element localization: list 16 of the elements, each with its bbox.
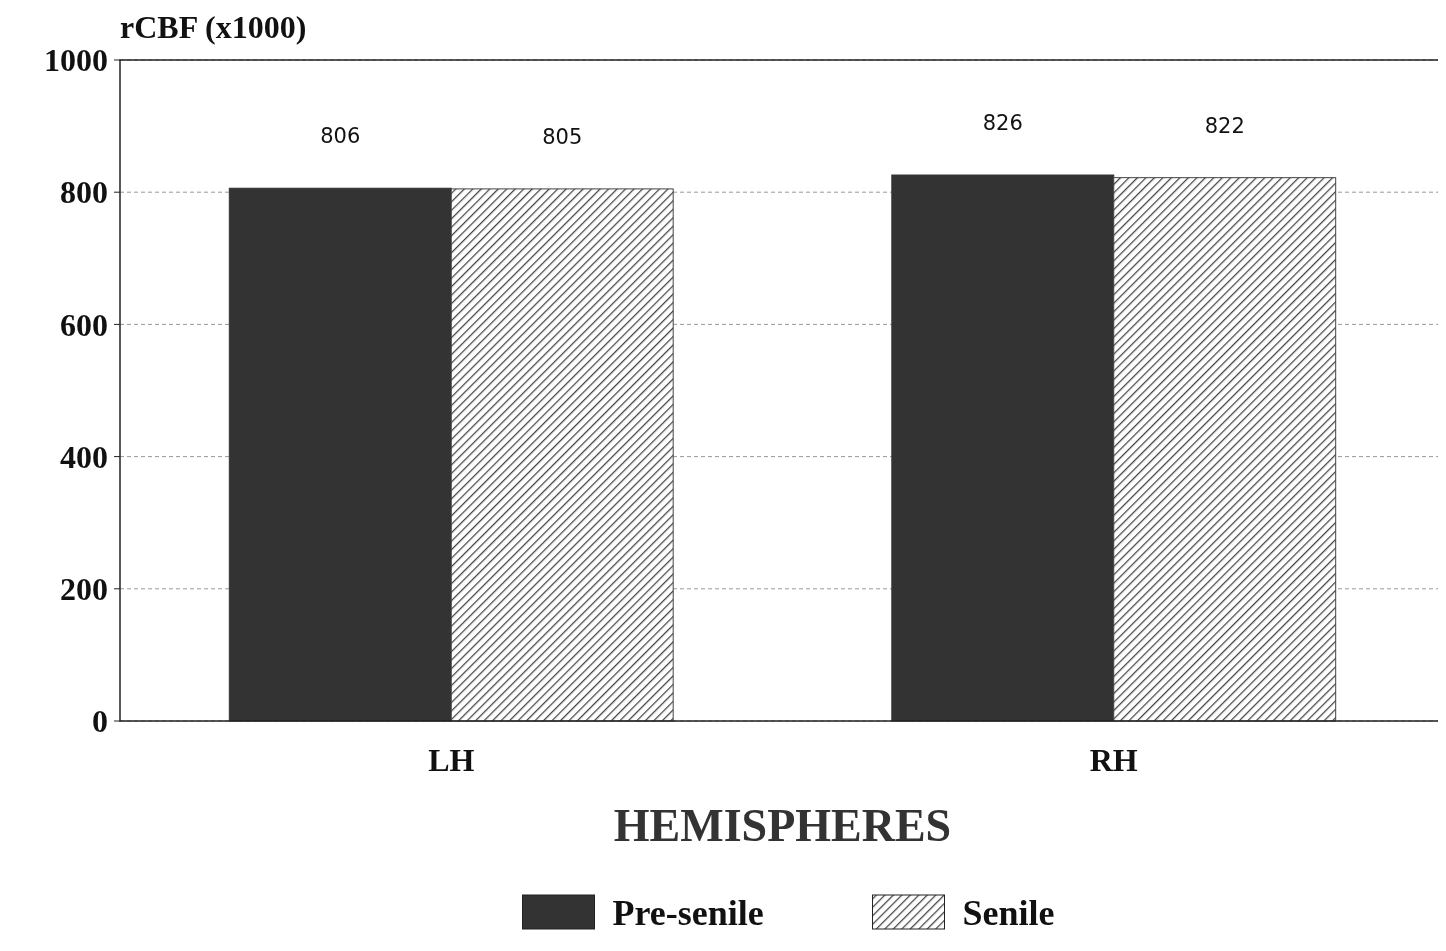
x-tick-label: LH xyxy=(428,742,475,778)
legend-label: Senile xyxy=(962,893,1055,933)
data-label: 806 xyxy=(320,124,361,149)
y-tick-label: 200 xyxy=(60,571,108,607)
y-tick-label: 600 xyxy=(60,306,108,343)
y-axis-title: rCBF (x1000) xyxy=(120,9,307,45)
data-label: 805 xyxy=(542,124,583,149)
y-tick-label: 0 xyxy=(92,703,108,740)
data-label: 822 xyxy=(1204,113,1245,138)
legend-label: Pre-senile xyxy=(612,893,764,933)
data-label: 826 xyxy=(982,111,1023,136)
y-tick-label: 400 xyxy=(60,438,108,475)
x-tick-label: RH xyxy=(1089,742,1138,778)
y-tick-label: 800 xyxy=(60,174,108,211)
x-axis-title: HEMISPHERES xyxy=(613,800,952,851)
y-tick-label: 1000 xyxy=(44,42,108,79)
